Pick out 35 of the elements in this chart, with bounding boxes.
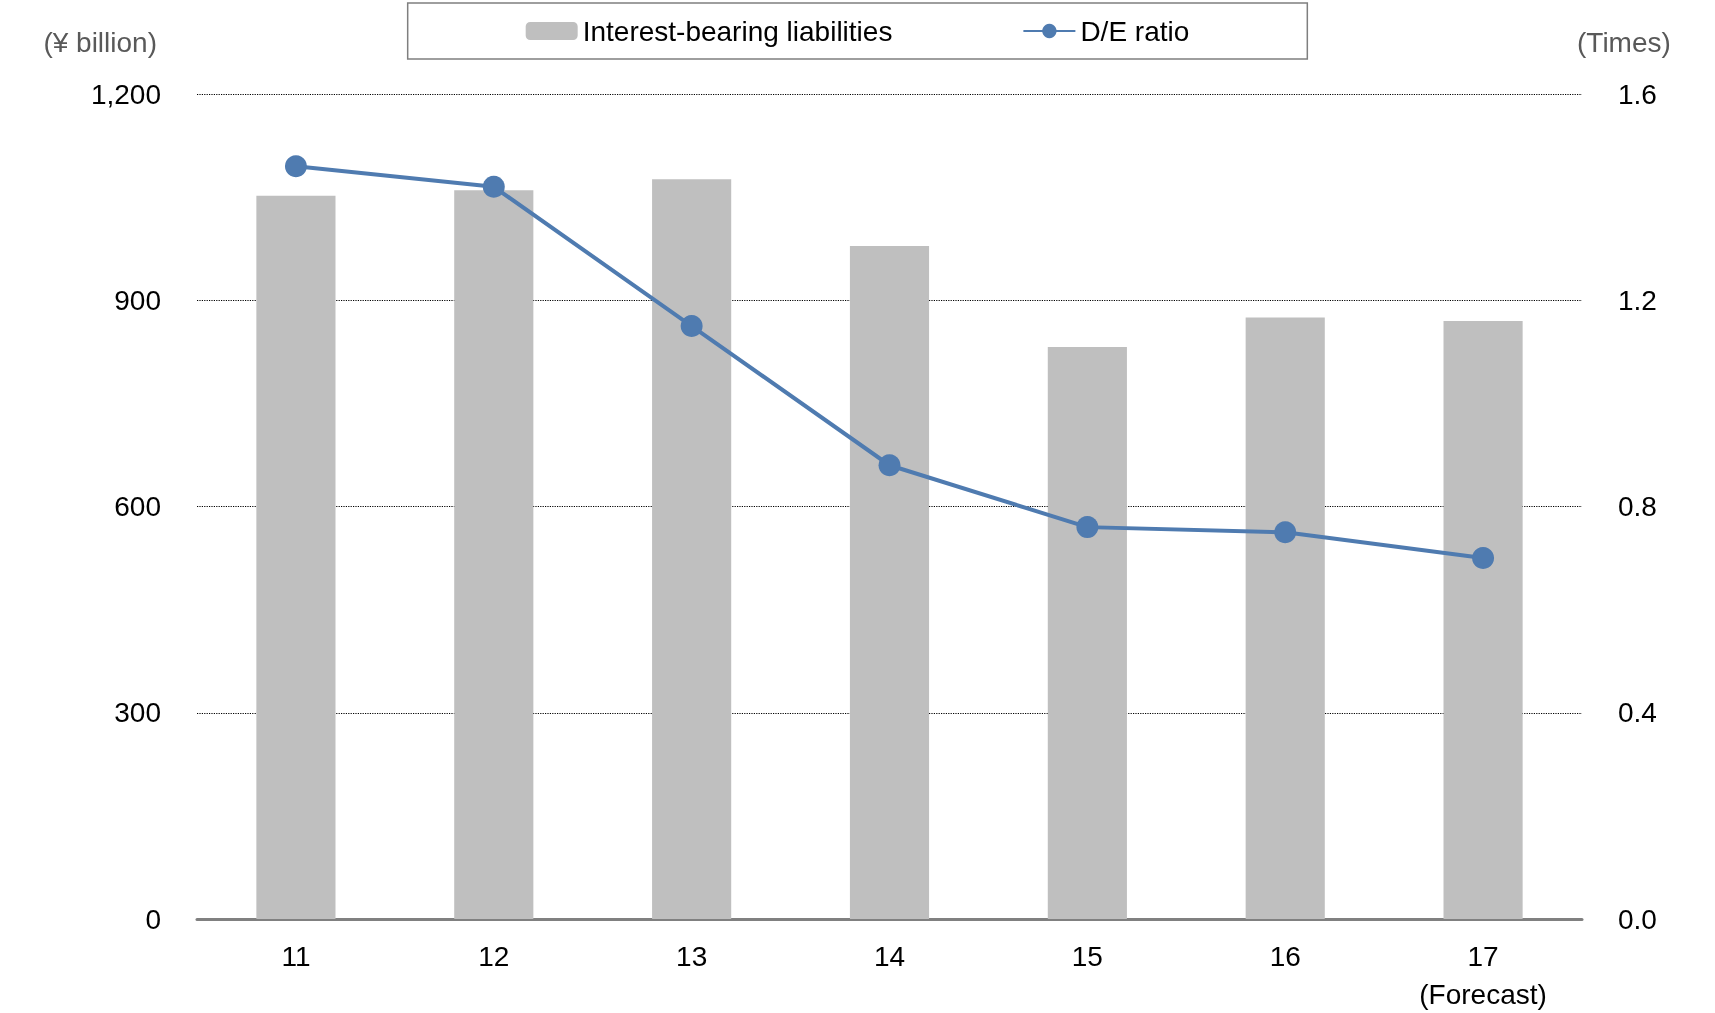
x-tick-label: 17 (Forecast) (1419, 940, 1547, 1010)
y2-tick-label: 0.8 (1618, 491, 1657, 522)
x-tick-label: 16 (1269, 940, 1301, 972)
y-tick-label: 1,200 (90, 78, 161, 110)
legend-label: Interest-bearing liabilities (582, 15, 893, 47)
y-tick-label: 900 (114, 284, 161, 316)
x-tick-label: 12 (478, 940, 510, 972)
bar (1047, 347, 1127, 919)
point (284, 155, 307, 178)
y2-tick-label: 0.4 (1618, 697, 1657, 729)
bar (256, 195, 336, 919)
legend-label: D/E ratio (1080, 15, 1190, 47)
bar (454, 190, 534, 919)
y-tick-label: 300 (114, 697, 161, 729)
y-tick-label: 600 (114, 491, 161, 522)
y2-tick-label: 1.2 (1618, 284, 1657, 316)
y2-axis-title: (Times) (1577, 26, 1671, 58)
point (1076, 516, 1099, 539)
point (1472, 547, 1495, 570)
y2-tick-label: 1.6 (1618, 78, 1657, 110)
x-tick-label: 11 (281, 940, 311, 972)
x-tick-label: 14 (873, 940, 906, 972)
x-tick-label: 15 (1071, 940, 1103, 972)
bar (1443, 320, 1523, 919)
point (482, 175, 505, 198)
x-tick-label: 13 (676, 940, 708, 972)
bar (652, 179, 732, 919)
y2-tick-label: 0.0 (1618, 903, 1657, 935)
bar (1245, 317, 1325, 919)
y-tick-label: 0 (145, 903, 161, 935)
point (680, 315, 703, 338)
point (878, 454, 901, 477)
y-axis-title: (¥ billion) (43, 26, 157, 58)
point (1274, 521, 1297, 544)
bar (849, 245, 930, 919)
